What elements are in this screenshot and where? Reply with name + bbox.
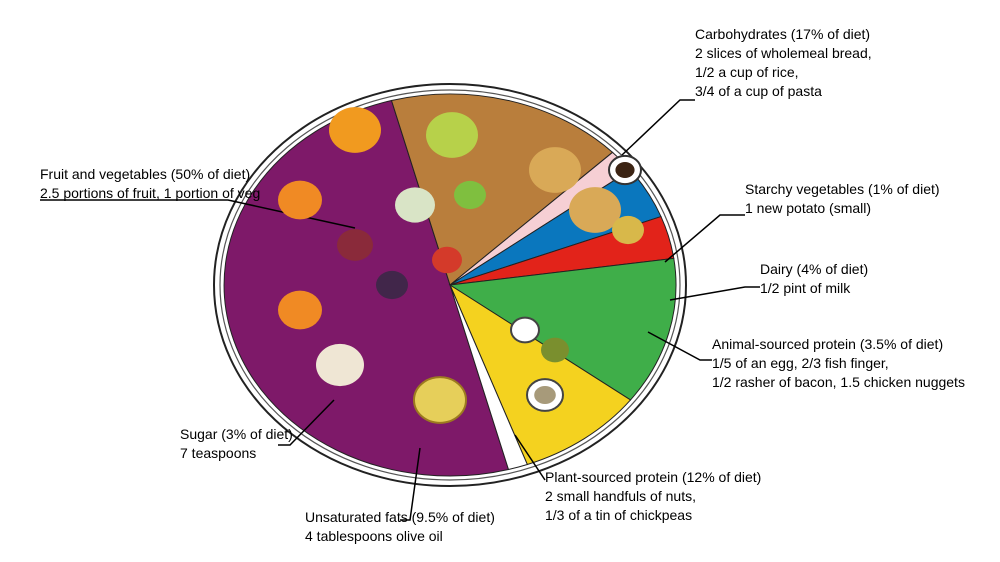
label-detail-carbs-1: 1/2 a cup of rice, [695, 63, 872, 82]
protein-olives-icon [541, 338, 569, 363]
fruit-plum-icon [337, 229, 373, 261]
label-unsat_fats: Unsaturated fats (9.5% of diet)4 tablesp… [305, 508, 495, 546]
label-title-animal_prot: Animal-sourced protein (3.5% of diet) [712, 335, 965, 354]
label-detail-starchy_veg: 1 new potato (small) [745, 199, 940, 218]
label-detail-animal_prot-1: 1/2 rasher of bacon, 1.5 chicken nuggets [712, 373, 965, 392]
label-detail-plant_prot-0: 2 small handfuls of nuts, [545, 487, 761, 506]
label-detail-sugar: 7 teaspoons [180, 444, 293, 463]
protein-chickpeas-inner-icon [534, 386, 556, 404]
label-animal_prot: Animal-sourced protein (3.5% of diet)1/5… [712, 335, 965, 392]
label-detail-animal_prot-0: 1/5 of an egg, 2/3 fish finger, [712, 354, 965, 373]
label-title-carbs: Carbohydrates (17% of diet) [695, 25, 872, 44]
label-fruit_veg: Fruit and vegetables (50% of diet)2.5 po… [40, 165, 260, 203]
label-title-unsat_fats: Unsaturated fats (9.5% of diet) [305, 508, 495, 527]
label-detail-carbs-0: 2 slices of wholemeal bread, [695, 44, 872, 63]
label-detail-plant_prot-1: 1/3 of a tin of chickpeas [545, 506, 761, 525]
label-detail-unsat_fats: 4 tablespoons olive oil [305, 527, 495, 546]
label-title-sugar: Sugar (3% of diet) [180, 425, 293, 444]
label-carbs: Carbohydrates (17% of diet)2 slices of w… [695, 25, 872, 101]
fruit-grapes-icon [426, 112, 478, 158]
diet-plate-infographic: Fruit and vegetables (50% of diet)2.5 po… [0, 0, 1000, 562]
label-title-fruit_veg: Fruit and vegetables (50% of diet) [40, 165, 260, 184]
protein-tofu-icon [511, 318, 539, 343]
fruit-aubergine-icon [376, 271, 408, 299]
label-detail-carbs-2: 3/4 of a cup of pasta [695, 82, 872, 101]
fruit-cauliflower2-icon [316, 344, 364, 386]
label-detail-dairy: 1/2 pint of milk [760, 279, 868, 298]
fruit-pineapple-icon [329, 107, 381, 153]
fruit-orange-icon [278, 181, 322, 220]
label-dairy: Dairy (4% of diet)1/2 pint of milk [760, 260, 868, 298]
label-title-plant_prot: Plant-sourced protein (12% of diet) [545, 468, 761, 487]
leader-line-carbs [622, 100, 695, 155]
fats-oil-bowl-icon [414, 377, 466, 423]
label-plant_prot: Plant-sourced protein (12% of diet)2 sma… [545, 468, 761, 525]
fruit-pepper-icon [454, 181, 486, 209]
carbs-pasta-icon [612, 216, 644, 244]
fruit-cauliflower-icon [395, 187, 435, 222]
label-sugar: Sugar (3% of diet)7 teaspoons [180, 425, 293, 463]
carbs-rice-bowl-inner-icon [615, 162, 634, 178]
label-title-dairy: Dairy (4% of diet) [760, 260, 868, 279]
fruit-tomato-icon [432, 247, 462, 273]
label-detail-fruit_veg: 2.5 portions of fruit, 1 portion of veg [40, 184, 260, 203]
label-title-starchy_veg: Starchy vegetables (1% of diet) [745, 180, 940, 199]
label-starchy_veg: Starchy vegetables (1% of diet)1 new pot… [745, 180, 940, 218]
carbs-bread1-icon [529, 147, 581, 193]
fruit-orange2-icon [278, 291, 322, 330]
